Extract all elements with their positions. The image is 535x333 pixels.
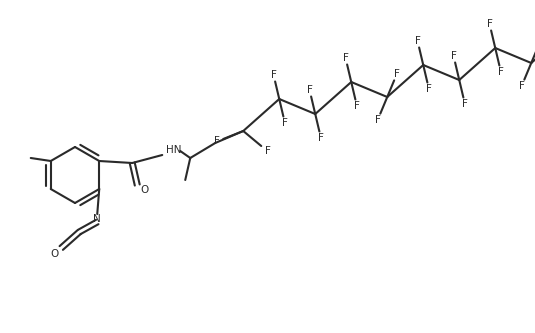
Text: F: F bbox=[486, 19, 492, 29]
Text: HN: HN bbox=[166, 145, 182, 155]
Text: O: O bbox=[140, 185, 148, 195]
Text: F: F bbox=[307, 85, 312, 95]
Text: N: N bbox=[94, 214, 101, 224]
Text: F: F bbox=[318, 133, 324, 143]
Text: O: O bbox=[50, 249, 58, 259]
Text: F: F bbox=[215, 136, 220, 146]
Text: F: F bbox=[271, 70, 277, 80]
Text: F: F bbox=[394, 69, 400, 79]
Text: F: F bbox=[342, 53, 348, 63]
Text: F: F bbox=[374, 115, 380, 125]
Text: F: F bbox=[462, 99, 468, 109]
Text: F: F bbox=[498, 67, 504, 77]
Text: F: F bbox=[519, 81, 525, 91]
Text: F: F bbox=[415, 36, 421, 46]
Text: F: F bbox=[354, 101, 360, 111]
Text: F: F bbox=[450, 51, 456, 61]
Text: F: F bbox=[265, 146, 271, 156]
Text: F: F bbox=[426, 84, 432, 94]
Text: F: F bbox=[282, 118, 288, 128]
